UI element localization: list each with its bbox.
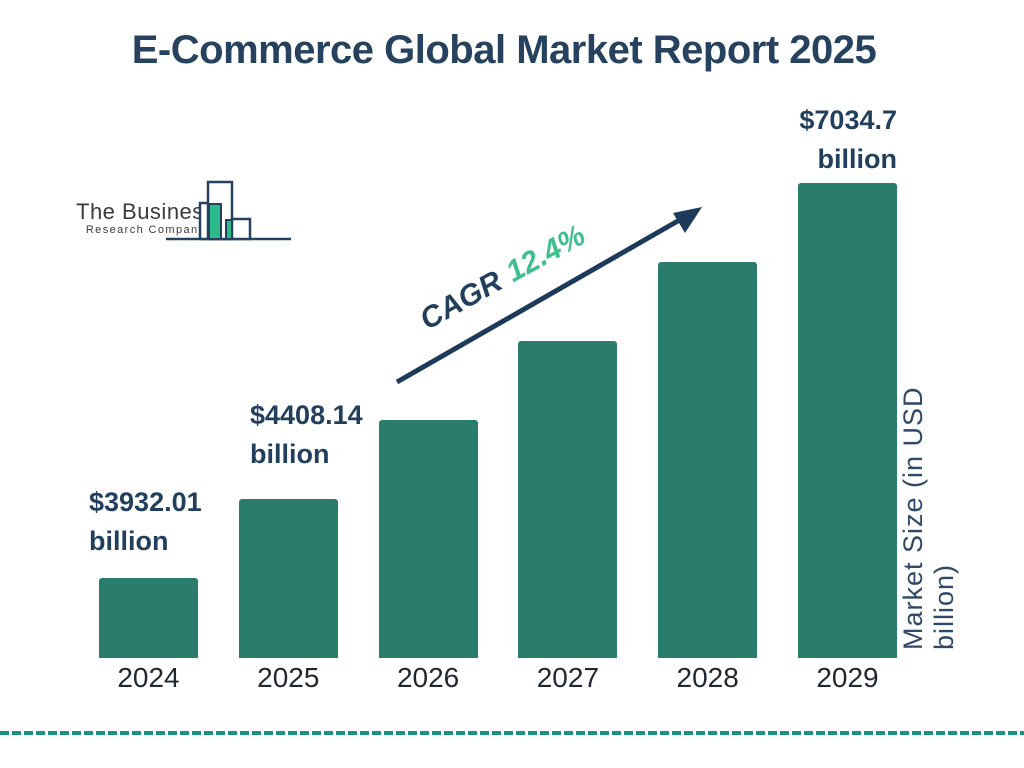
value-label-2029: $7034.7 billion — [799, 101, 897, 179]
bar-2025 — [238, 499, 338, 658]
value-2029-amount: $7034.7 — [799, 105, 897, 135]
bar-2028 — [658, 262, 758, 658]
bar-2026 — [378, 420, 478, 658]
value-label-2024: $3932.01 billion — [89, 483, 202, 561]
bar-2027 — [518, 341, 618, 658]
value-label-2025: $4408.14 billion — [250, 396, 363, 474]
value-2025-amount: $4408.14 — [250, 400, 363, 430]
x-tick-2024: 2024 — [117, 662, 180, 693]
bar-2024 — [99, 578, 198, 658]
value-2029-unit: billion — [817, 144, 897, 174]
x-tick-2028: 2028 — [676, 662, 739, 693]
x-tick-2027: 2027 — [536, 662, 600, 693]
y-axis-title: Market Size (in USD billion) — [898, 386, 959, 650]
value-2024-unit: billion — [89, 526, 169, 556]
value-2025-unit: billion — [250, 439, 330, 469]
x-tick-2029: 2029 — [816, 662, 879, 693]
x-axis-labels: 2024 2025 2026 2027 2028 2029 — [99, 662, 897, 694]
bottom-dashed-divider — [0, 731, 1024, 735]
bar-chart-logo-icon — [166, 180, 291, 241]
x-tick-2025: 2025 — [257, 662, 320, 693]
bar-series — [99, 183, 897, 658]
logo-text: The Business Research Company — [76, 199, 216, 237]
x-tick-2026: 2026 — [396, 662, 460, 693]
page-title: E-Commerce Global Market Report 2025 — [131, 28, 877, 72]
value-2024-amount: $3932.01 — [89, 487, 202, 517]
bar-2029 — [797, 183, 897, 658]
logo-name: The Business — [76, 199, 216, 224]
logo-subname: Research Company — [85, 224, 206, 236]
company-logo: The Business Research Company — [76, 178, 291, 248]
growth-arrow-icon — [395, 207, 702, 385]
